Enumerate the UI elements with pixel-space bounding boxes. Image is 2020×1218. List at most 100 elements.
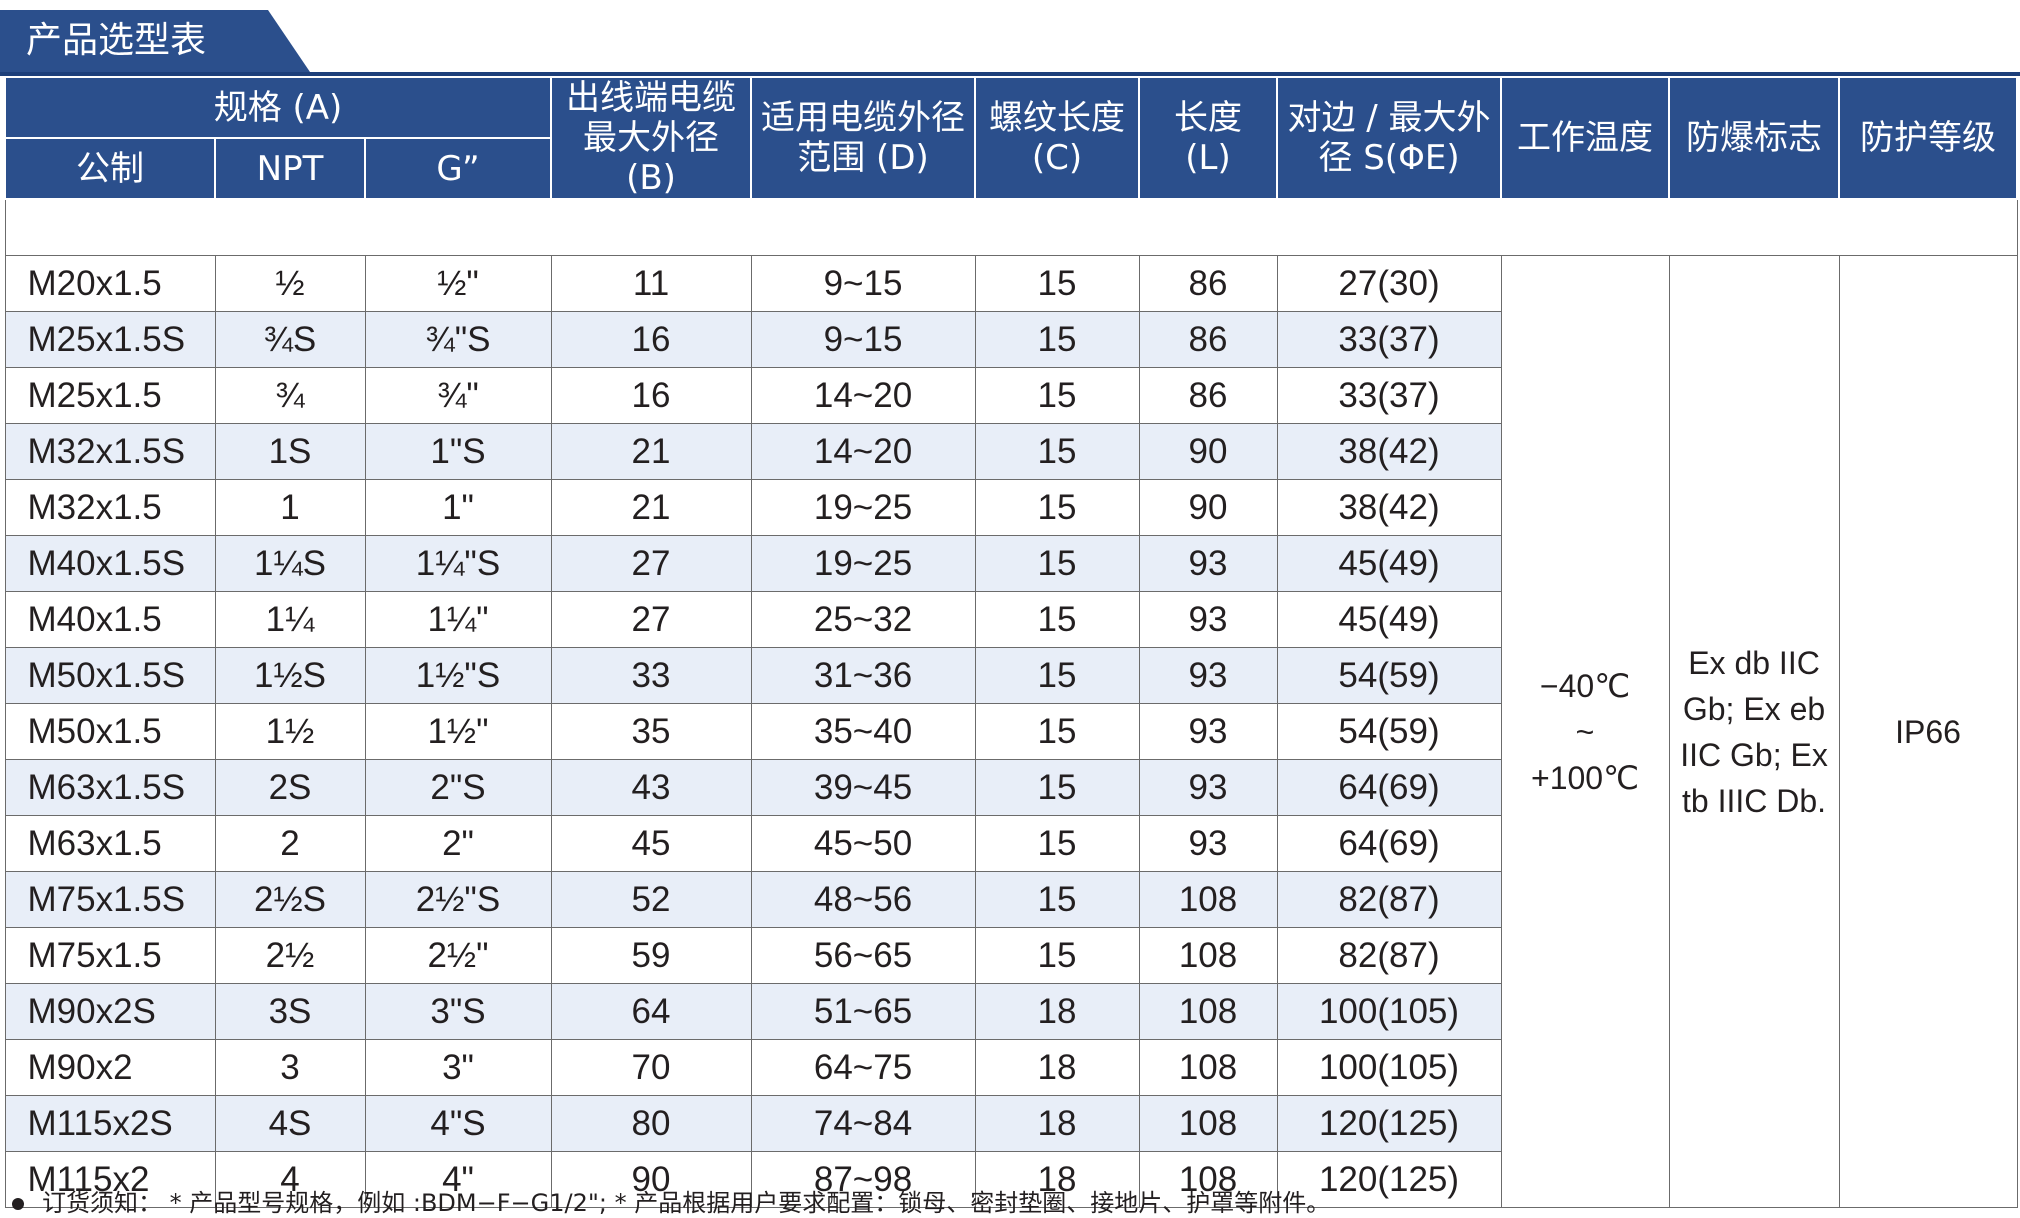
table-cell: 108 [1138,1039,1278,1096]
table-cell: 9~15 [750,255,976,312]
table-cell: 4S [214,1095,366,1152]
table-cell: M50x1.5 [4,703,216,760]
table-cell: 1½"S [364,647,552,704]
table-cell: 11 [550,255,752,312]
table-cell: 93 [1138,703,1278,760]
table-cell: 33(37) [1276,367,1502,424]
table-cell: 82(87) [1276,927,1502,984]
table-cell: 9~15 [750,311,976,368]
table-cell: 18 [974,1039,1140,1096]
ip-rating-cell: IP66 [1838,255,2018,1208]
table-cell: 2½"S [364,871,552,928]
table-cell: 18 [974,983,1140,1040]
table-cell: M115x2S [4,1095,216,1152]
table-cell: 4" [364,1151,552,1208]
table-row: M115x2S 4S 4"S 80 74~84 18 108 120(125) [4,1095,2017,1152]
order-note: 订货须知： * 产品型号规格，例如 :BDM−F−G1/2"; * 产品根据用户… [12,1183,1330,1218]
table-cell: 33 [550,647,752,704]
table-row: M50x1.5S 1½S 1½"S 33 31~36 15 93 54(59) [4,647,2017,704]
table-cell: 19~25 [750,535,976,592]
bullet-icon [12,1198,24,1210]
header-temperature: 工作温度 [1500,76,1671,200]
table-cell: 1½S [214,647,366,704]
table-cell: 64~75 [750,1039,976,1096]
table-cell: 21 [550,479,752,536]
table-row: M75x1.5S 2½S 2½"S 52 48~56 15 108 82(87) [4,871,2017,928]
table-cell: 14~20 [750,367,976,424]
table-cell: 108 [1138,983,1278,1040]
table-cell: 38(42) [1276,479,1502,536]
ex-marking-cell-line: Gb; Ex eb [1682,690,1826,727]
table-cell: 45 [550,815,752,872]
table-cell: M32x1.5S [4,423,216,480]
table-cell: 3" [364,1039,552,1096]
table-cell: 90 [1138,423,1278,480]
table-cell: 100(105) [1276,983,1502,1040]
table-cell: 1"S [364,423,552,480]
table-cell: 52 [550,871,752,928]
table-cell: M20x1.5 [4,255,216,312]
table-cell: 18 [974,1151,1140,1208]
table-cell: 16 [550,311,752,368]
table-cell: 1¼ [214,591,366,648]
table-cell: 1 [214,479,366,536]
table-cell: 1¼"S [364,535,552,592]
table-cell: ¾ [214,367,366,424]
table-cell: 33(37) [1276,311,1502,368]
temperature-cell-line: +100℃ [1531,759,1640,796]
table-cell: 86 [1138,367,1278,424]
table-cell: ½" [364,255,552,312]
table-cell: 3"S [364,983,552,1040]
table-cell: 1¼" [364,591,552,648]
ex-marking-cell-line: Ex db IIC [1688,644,1820,681]
table-cell: 120(125) [1276,1151,1502,1208]
table-cell: 3 [214,1039,366,1096]
table-row: M115x2 4 4" 90 87~98 18 108 120(125) [4,1151,2017,1208]
table-cell: 45(49) [1276,591,1502,648]
table-cell: 64 [550,983,752,1040]
table-cell: 43 [550,759,752,816]
table-cell: M115x2 [4,1151,216,1208]
header-g: G” [363,137,553,200]
table-cell: ½ [214,255,366,312]
table-cell: 100(105) [1276,1039,1502,1096]
table-cell: 54(59) [1276,703,1502,760]
title-divider [0,72,2020,76]
table-cell: M75x1.5 [4,927,216,984]
header-ip-rating: 防护等级 [1838,76,2019,200]
table-cell: 108 [1138,1151,1278,1208]
table-cell: 45~50 [750,815,976,872]
table-cell: 51~65 [750,983,976,1040]
temperature-cell: −40℃ ~ +100℃ [1500,255,1670,1208]
header-thread-length: 螺纹长度 (C) [974,76,1141,200]
table-cell: 35~40 [750,703,976,760]
table-cell: ¾" [364,367,552,424]
table-cell: ¾S [214,311,366,368]
table-cell: 15 [974,367,1140,424]
table-cell: M90x2S [4,983,216,1040]
table-cell: 108 [1138,871,1278,928]
table-cell: 59 [550,927,752,984]
header-spec: 规格 (A) [3,76,553,139]
table-cell: 15 [974,759,1140,816]
table-cell: 2"S [364,759,552,816]
table-row: M40x1.5S 1¼S 1¼"S 27 19~25 15 93 45(49) [4,535,2017,592]
table-cell: M40x1.5S [4,535,216,592]
table-cell: 4 [214,1151,366,1208]
table-cell: 1S [214,423,366,480]
table-cell: 45(49) [1276,535,1502,592]
table-cell: 27 [550,591,752,648]
table-cell: M75x1.5S [4,871,216,928]
table-cell: 16 [550,367,752,424]
table-cell: 27(30) [1276,255,1502,312]
table-cell: 54(59) [1276,647,1502,704]
table-cell: 1½ [214,703,366,760]
header-metric: 公制 [4,137,216,200]
table-cell: 14~20 [750,423,976,480]
table-row: M20x1.5 ½ ½" 11 9~15 15 86 27(30) −40℃ ~ +100℃ Ex d… [4,255,2018,1208]
ex-marking-cell-line: IIC Gb; Ex [1680,736,1828,773]
table-cell: 15 [974,479,1140,536]
table-cell: 2½ [214,927,366,984]
table-cell: 90 [1138,479,1278,536]
table-cell: M50x1.5S [4,647,216,704]
